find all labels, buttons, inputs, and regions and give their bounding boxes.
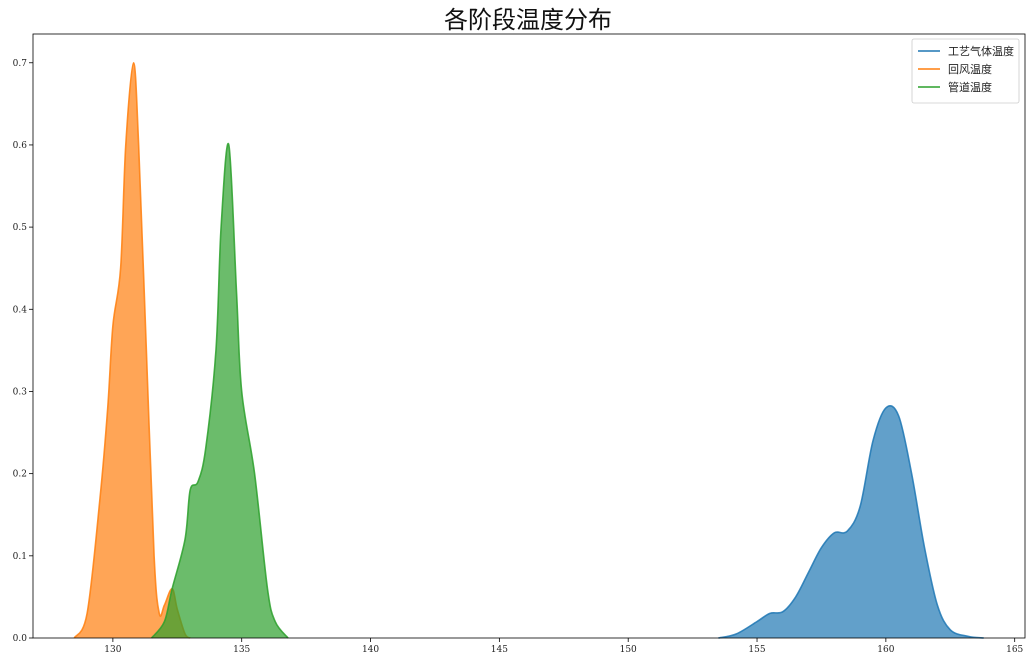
x-tick-label: 135 xyxy=(233,645,250,655)
y-tick-label: 0.5 xyxy=(13,223,28,233)
series-area-1 xyxy=(74,62,191,638)
legend-label: 回风温度 xyxy=(948,62,992,76)
y-tick-label: 0.4 xyxy=(13,305,28,315)
x-tick-label: 160 xyxy=(877,645,894,655)
series-line-0 xyxy=(718,405,984,639)
plot-frame xyxy=(32,33,1026,639)
x-tick-label: 140 xyxy=(362,645,379,655)
y-tick-label: 0.6 xyxy=(13,141,28,151)
x-tick-label: 150 xyxy=(620,645,637,655)
x-tick-label: 145 xyxy=(491,645,508,655)
legend-label: 工艺气体温度 xyxy=(948,44,1014,58)
series-line-2 xyxy=(150,142,289,639)
y-tick-label: 0.1 xyxy=(13,552,27,562)
y-tick-label: 0.3 xyxy=(13,387,28,397)
y-tick-label: 0.0 xyxy=(13,634,28,644)
x-tick-label: 165 xyxy=(1006,645,1023,655)
y-tick-label: 0.2 xyxy=(13,470,27,480)
x-tick-label: 130 xyxy=(104,645,121,655)
series-area-2 xyxy=(151,143,289,638)
chart-title: 各阶段温度分布 xyxy=(444,6,612,34)
series-layer xyxy=(73,61,984,639)
x-tick-label: 155 xyxy=(748,645,765,655)
axes-layer: 130 135 140 145 150 155 160 165 0.0 0.1 0.2 0.3 0.4 0… xyxy=(13,33,1026,655)
series-area-0 xyxy=(718,405,984,638)
y-tick-label: 0.7 xyxy=(13,59,28,69)
legend-label: 管道温度 xyxy=(948,80,992,94)
